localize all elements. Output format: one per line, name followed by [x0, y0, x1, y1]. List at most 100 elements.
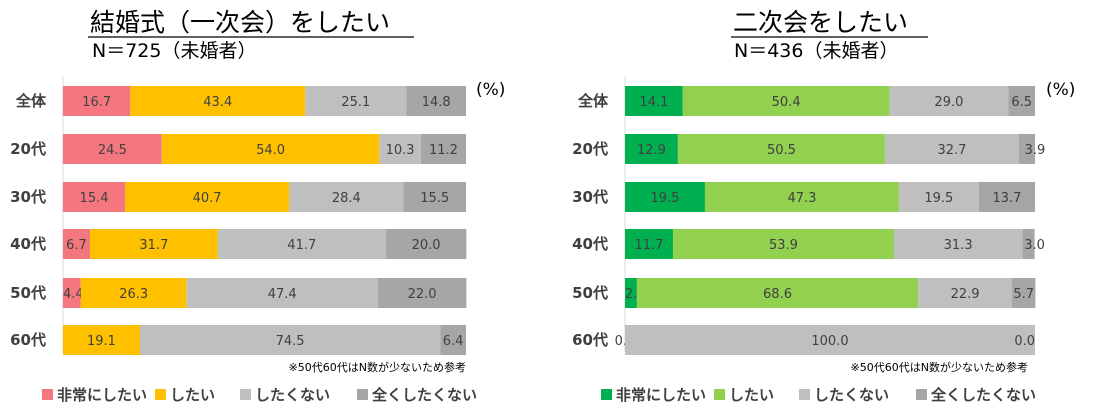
data-label: 0.0: [1014, 334, 1035, 349]
category-label: 50代: [10, 284, 46, 302]
footnote: ※50代60代はN数が少ないため参考: [851, 360, 1028, 374]
chart-title: 結婚式（一次会）をしたい: [90, 8, 390, 37]
bar-segment: [625, 278, 637, 308]
unit-label: (%): [476, 80, 505, 100]
data-label: 3.9: [1025, 143, 1046, 158]
bar-segment: [139, 325, 441, 355]
data-label: 53.9: [769, 238, 798, 253]
bar-segment: [289, 182, 404, 212]
legend-label: 非常にしたい: [57, 386, 147, 404]
bar-segment: [1022, 229, 1035, 259]
chart-panel-2: 二次会をしたい N＝436（未婚者） (%) 全体 14.1 50.4 29.0 6.5 20代…: [572, 8, 1075, 404]
legend-swatch: [357, 389, 368, 400]
bar-segment: [893, 229, 1023, 259]
data-label: 3.0: [1024, 238, 1045, 253]
bar-segment: [379, 134, 421, 164]
bar-segment: [217, 229, 386, 259]
data-label: 100.0: [811, 334, 848, 349]
bar-segment: [682, 86, 890, 116]
category-label: 40代: [10, 235, 46, 253]
chart-panel-1: 結婚式（一次会）をしたい N＝725（未婚者） (%) 全体 16.7 43.4 25.1 1…: [10, 8, 505, 404]
bar-segment: [625, 182, 705, 212]
category-label: 40代: [572, 235, 608, 253]
chart-title: 二次会をしたい: [733, 8, 908, 37]
bar-segment: [63, 182, 126, 212]
bar-segment: [406, 86, 466, 116]
legend-label: 全くしたくない: [930, 386, 1036, 404]
data-label: 29.0: [934, 95, 963, 110]
chart-subtitle: N＝725（未婚者）: [92, 40, 256, 62]
data-label: 47.4: [268, 287, 297, 302]
data-label: 15.4: [80, 191, 109, 206]
data-label: 28.4: [332, 191, 361, 206]
legend-swatch: [240, 389, 251, 400]
data-label: 10.3: [386, 143, 415, 158]
bar-segment: [80, 278, 187, 308]
bar-segment: [625, 229, 673, 259]
data-label: 13.7: [992, 191, 1021, 206]
bar-segment: [625, 134, 678, 164]
legend-swatch: [916, 389, 927, 400]
data-label: 25.1: [341, 95, 370, 110]
category-label: 全体: [577, 92, 609, 110]
data-label: 31.3: [944, 238, 973, 253]
data-label: 40.7: [193, 191, 222, 206]
footnote: ※50代60代はN数が少ないため参考: [289, 360, 466, 374]
data-label: 6.4: [443, 334, 464, 349]
bar-segment: [90, 229, 218, 259]
bar-segment: [420, 134, 466, 164]
bar-segment: [186, 278, 378, 308]
data-label: 22.9: [951, 287, 980, 302]
bar-segment: [625, 86, 683, 116]
data-label: 74.5: [276, 334, 305, 349]
data-label: 11.2: [429, 143, 458, 158]
data-label: 20.0: [412, 238, 441, 253]
data-label: 6.7: [66, 238, 87, 253]
bar-segment: [305, 86, 407, 116]
legend-swatch: [714, 389, 725, 400]
bar-segment: [377, 278, 467, 308]
bar-segment: [898, 182, 979, 212]
data-label: 4.4: [63, 287, 84, 302]
legend-label: したくない: [814, 386, 889, 404]
data-label: 43.4: [203, 95, 232, 110]
data-label: 41.7: [287, 238, 316, 253]
data-label: 14.1: [639, 95, 668, 110]
data-label: 68.6: [763, 287, 792, 302]
category-label: 20代: [572, 140, 608, 158]
data-label: 31.7: [139, 238, 168, 253]
data-label: 22.0: [408, 287, 437, 302]
data-label: 16.7: [82, 95, 111, 110]
legend-swatch: [42, 389, 53, 400]
category-label: 50代: [572, 284, 608, 302]
data-label: 6.5: [1011, 95, 1032, 110]
data-label: 24.5: [98, 143, 127, 158]
data-label: 19.5: [924, 191, 953, 206]
bar-segment: [1012, 278, 1036, 308]
bar-segment: [125, 182, 290, 212]
data-label: 12.9: [637, 143, 666, 158]
bar-segment: [63, 325, 140, 355]
chart-subtitle: N＝436（未婚者）: [734, 40, 898, 62]
legend-label: したくない: [255, 386, 330, 404]
bar-segment: [1008, 86, 1035, 116]
legend-label: したい: [729, 386, 774, 404]
bar-segment: [63, 229, 91, 259]
data-label: 50.5: [767, 143, 796, 158]
bar-segment: [1019, 134, 1035, 164]
bar-segment: [440, 325, 466, 355]
bar-segment: [704, 182, 899, 212]
bar-segment: [889, 86, 1009, 116]
data-label: 5.7: [1013, 287, 1034, 302]
category-label: 60代: [10, 331, 46, 349]
data-label: 54.0: [256, 143, 285, 158]
category-label: 30代: [10, 188, 46, 206]
legend-label: したい: [170, 386, 215, 404]
data-label: 26.3: [119, 287, 148, 302]
data-label: 19.5: [650, 191, 679, 206]
bar-segment: [63, 86, 131, 116]
bar-segment: [978, 182, 1035, 212]
category-label: 60代: [572, 331, 608, 349]
legend-label: 全くしたくない: [371, 386, 477, 404]
bar-segment: [918, 278, 1013, 308]
